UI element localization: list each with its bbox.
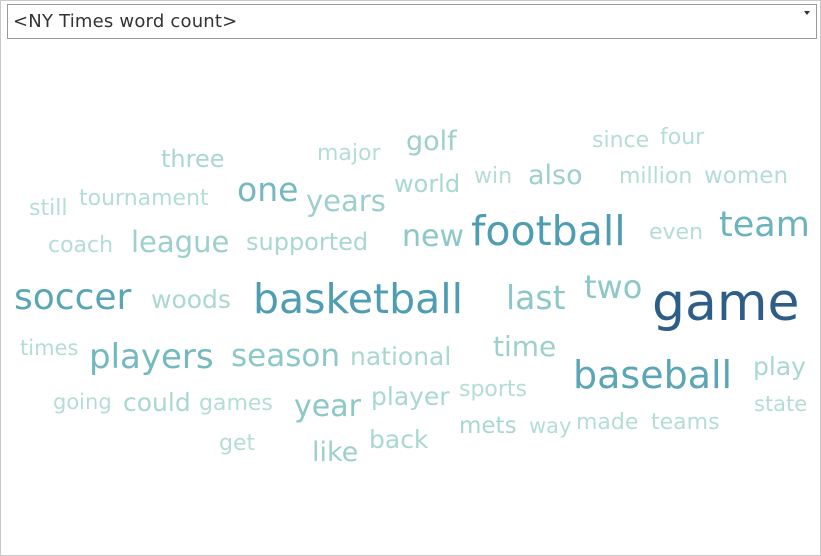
word-going[interactable]: going [53,390,112,414]
word-state[interactable]: state [754,392,808,416]
word-made[interactable]: made [576,410,639,435]
word-year[interactable]: year [294,389,361,424]
word-three[interactable]: three [161,145,225,173]
word-games[interactable]: games [199,391,273,416]
word-baseball[interactable]: baseball [573,353,733,397]
word-last[interactable]: last [506,278,566,317]
word-time[interactable]: time [493,330,557,363]
word-one[interactable]: one [237,170,299,209]
word-million[interactable]: million [619,164,693,189]
word-way[interactable]: way [529,414,572,438]
word-tournament[interactable]: tournament [79,186,209,211]
word-woods[interactable]: woods [151,285,231,314]
word-supported[interactable]: supported [246,228,369,256]
chevron-down-icon[interactable] [804,11,810,15]
word-also[interactable]: also [528,160,583,191]
word-win[interactable]: win [474,164,513,189]
word-two[interactable]: two [584,268,643,306]
word-four[interactable]: four [660,125,705,150]
word-like[interactable]: like [312,437,359,468]
word-world[interactable]: world [394,170,461,198]
word-sports[interactable]: sports [459,377,528,402]
word-game[interactable]: game [652,273,800,333]
word-team[interactable]: team [719,205,810,245]
word-mets[interactable]: mets [459,413,517,439]
word-years[interactable]: years [306,184,386,218]
word-coach[interactable]: coach [48,233,114,258]
word-times[interactable]: times [20,336,79,360]
word-football[interactable]: football [471,207,626,255]
word-could[interactable]: could [123,388,191,417]
word-season[interactable]: season [231,338,340,374]
word-even[interactable]: even [649,220,704,245]
word-play[interactable]: play [753,352,806,381]
word-teams[interactable]: teams [651,410,720,435]
word-still[interactable]: still [29,196,68,221]
measure-selector-label: <NY Times word count> [13,11,238,32]
word-new[interactable]: new [402,219,465,254]
word-golf[interactable]: golf [406,126,457,157]
word-back[interactable]: back [369,425,429,454]
word-player[interactable]: player [371,382,450,411]
word-soccer[interactable]: soccer [14,277,132,318]
word-league[interactable]: league [131,225,230,259]
word-major[interactable]: major [317,141,381,166]
word-players[interactable]: players [89,337,214,377]
word-since[interactable]: since [592,128,650,153]
word-national[interactable]: national [350,342,452,371]
measure-selector[interactable]: <NY Times word count> [7,4,817,39]
word-women[interactable]: women [704,163,789,189]
word-get[interactable]: get [219,431,256,456]
word-cloud: game basketball football baseball soccer team… [1,41,821,555]
word-basketball[interactable]: basketball [253,275,464,323]
